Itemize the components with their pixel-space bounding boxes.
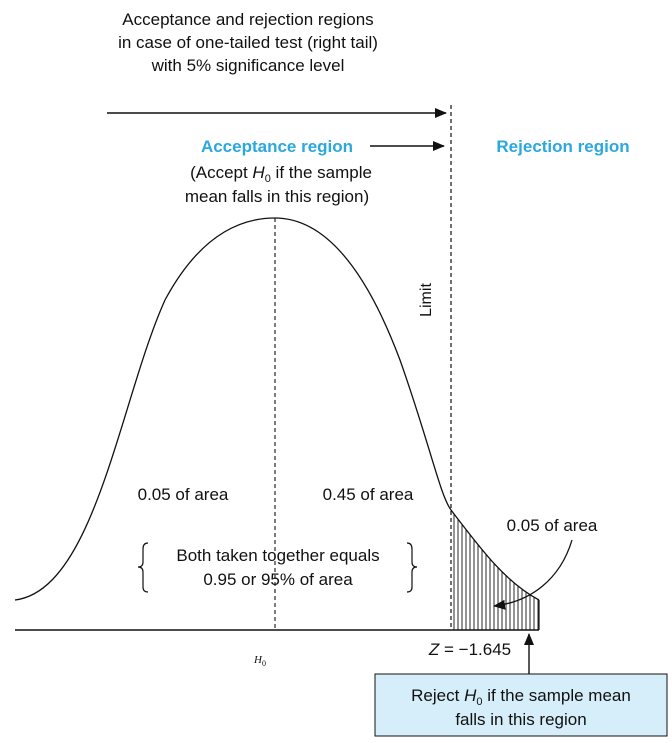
mid-area-label: 0.45 of area bbox=[323, 485, 414, 504]
tail-area-label: 0.05 of area bbox=[507, 516, 598, 535]
left-area-label: 0.05 of area bbox=[138, 485, 229, 504]
reject-box-line-1: Reject H0 if the sample mean bbox=[411, 686, 631, 708]
title-line-3: with 5% significance level bbox=[151, 56, 345, 75]
title-line-2: in case of one-tailed test (right tail) bbox=[118, 33, 378, 52]
left-brace bbox=[138, 543, 148, 592]
reject-box-line-2: falls in this region bbox=[455, 710, 586, 729]
right-brace bbox=[407, 543, 417, 592]
acceptance-region-label: Acceptance region bbox=[201, 137, 353, 156]
acceptance-note-line-2: mean falls in this region) bbox=[185, 187, 369, 206]
h0-axis-label: H0 bbox=[253, 654, 266, 668]
brace-text-line-2: 0.95 or 95% of area bbox=[203, 570, 353, 589]
acceptance-note-line-1: (Accept H0 if the sample bbox=[190, 163, 372, 185]
limit-label: Limit bbox=[418, 283, 435, 317]
rejection-region-label: Rejection region bbox=[496, 137, 629, 156]
normal-curve bbox=[15, 218, 539, 600]
z-value-label: Z = −1.645 bbox=[428, 640, 511, 659]
title-line-1: Acceptance and rejection regions bbox=[122, 10, 373, 29]
brace-text-line-1: Both taken together equals bbox=[176, 546, 379, 565]
